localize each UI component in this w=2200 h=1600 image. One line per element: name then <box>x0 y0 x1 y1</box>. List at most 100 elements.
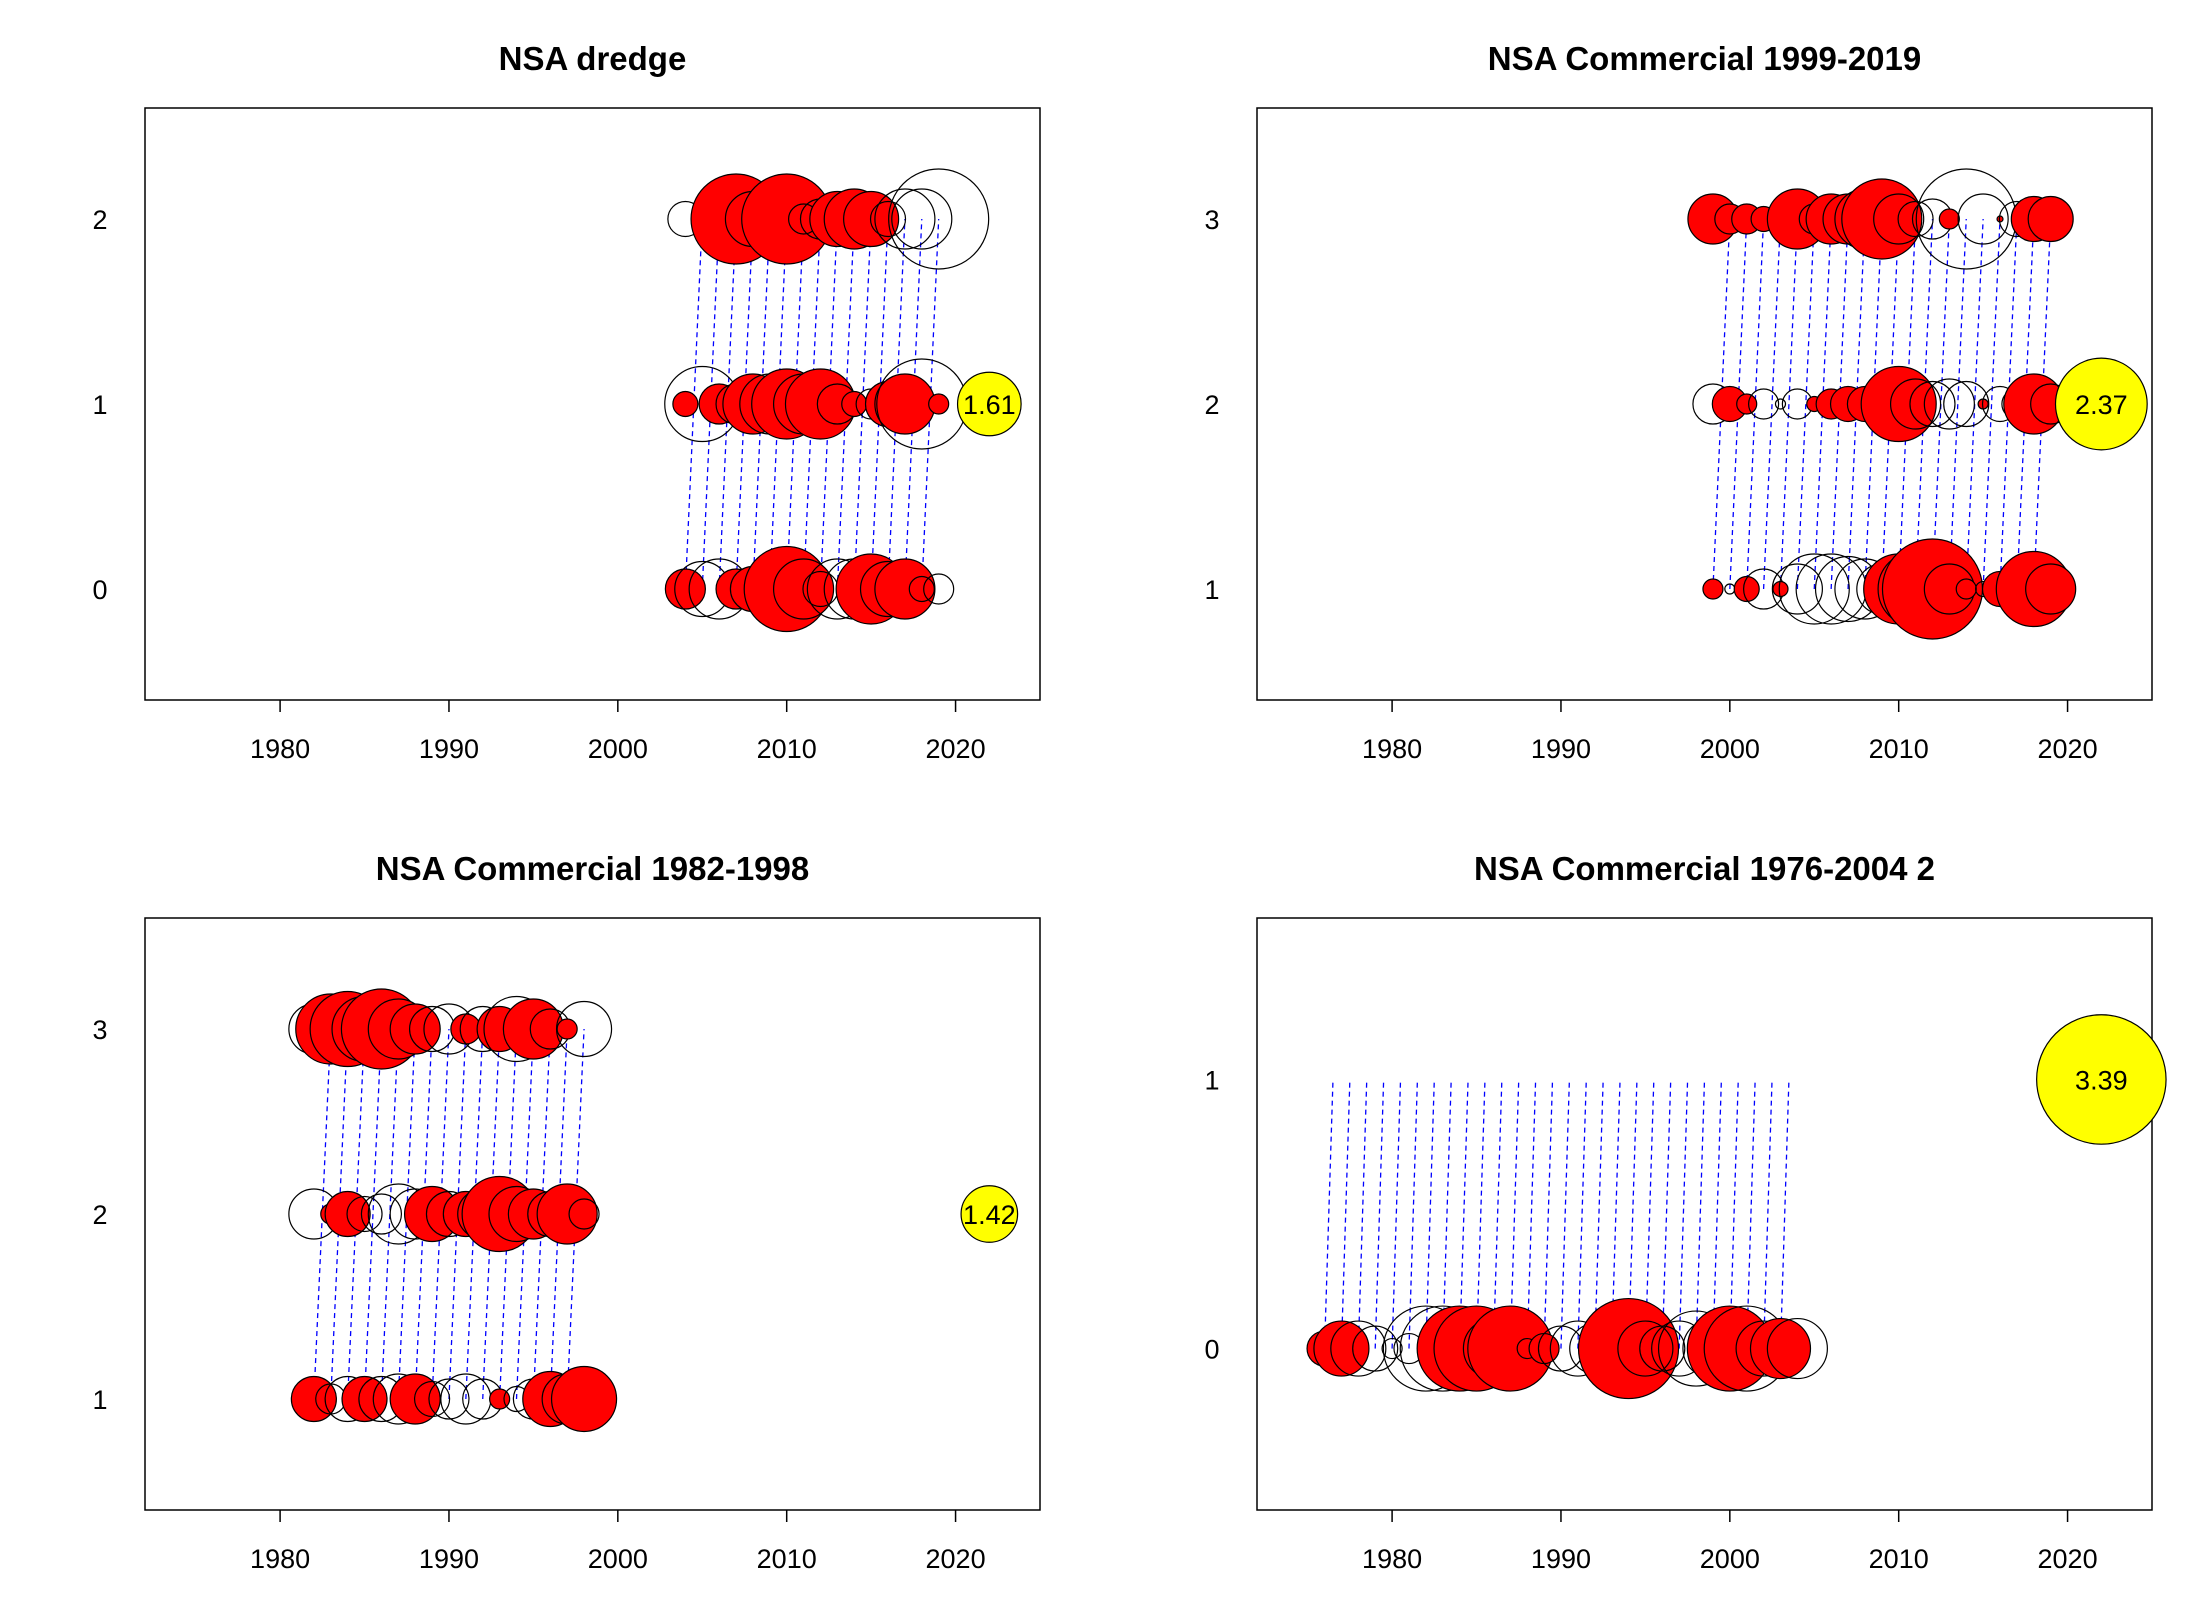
cohort-link-line <box>701 218 720 590</box>
residual-bubble-negative <box>1923 378 1975 430</box>
average-bubble <box>2036 1014 2167 1145</box>
cohort-link-line <box>515 1028 535 1400</box>
panel-title: NSA Commercial 1999-2019 <box>1488 40 1922 77</box>
cohort-link-line <box>380 1028 399 1400</box>
plot-frame <box>144 917 1041 1511</box>
cohort-link-line <box>786 218 805 590</box>
residual-bubble-positive <box>664 568 706 610</box>
x-tick-label: 1990 <box>419 1544 479 1574</box>
residual-bubble-positive <box>290 1375 337 1423</box>
cohort-link-line <box>802 218 822 590</box>
panel-2: NSA Commercial 1999-2019 1980 1990 2000 2010… <box>1204 40 2153 764</box>
cohort-link-line <box>2016 218 2035 590</box>
residual-bubble-positive <box>928 393 950 415</box>
cohort-link-line <box>853 218 872 590</box>
residual-bubble-negative <box>555 1000 613 1058</box>
residual-bubble-positive <box>536 1183 598 1245</box>
cohort-link-line <box>2033 218 2052 590</box>
residual-bubble-negative <box>1771 563 1823 615</box>
cohort-link-line <box>1864 218 1883 590</box>
residual-bubble-positive <box>1860 365 1937 443</box>
y-tick-label: 1 <box>92 390 107 420</box>
residual-bubble-negative <box>568 1198 600 1230</box>
cohort-link-line <box>363 1028 383 1400</box>
residual-bubble-positive <box>841 390 868 418</box>
residual-bubble-negative <box>923 573 955 605</box>
residual-bubble-negative <box>891 188 953 250</box>
y-tick-label: 3 <box>1204 205 1219 235</box>
residual-bubble-positive <box>772 558 835 620</box>
x-tick-label: 2020 <box>926 1544 986 1574</box>
x-tick-label: 2000 <box>1700 734 1760 764</box>
panel-title: NSA Commercial 1982-1998 <box>376 850 810 887</box>
x-tick-label: 1980 <box>250 1544 310 1574</box>
x-tick-label: 1990 <box>1531 734 1591 764</box>
cohort-link-line <box>1560 1079 1571 1349</box>
panel-4: NSA Commercial 1976-2004 2 1980 1990 2000 20… <box>1204 850 2167 1574</box>
x-tick-label: 2000 <box>588 1544 648 1574</box>
cohort-link-line <box>1914 218 1934 590</box>
x-tick-label: 2020 <box>2038 1544 2098 1574</box>
cohort-link-line <box>414 1028 433 1400</box>
average-bubble-label: 2.37 <box>2075 390 2128 420</box>
residual-bubble-positive <box>1702 578 1724 600</box>
cohort-link-line <box>1830 218 1849 590</box>
x-tick-label: 2010 <box>1869 734 1929 764</box>
cohort-link-line <box>397 1028 416 1400</box>
cohort-link-line <box>921 218 940 590</box>
cohort-link-line <box>887 218 906 590</box>
cohort-link-line <box>465 1028 484 1400</box>
panel-3: NSA Commercial 1982-1998 1980 1990 2000 2010… <box>92 850 1041 1574</box>
residual-bubble-positive <box>2003 373 2065 435</box>
residual-bubble-positive <box>1841 178 1923 260</box>
cohort-link-line <box>1746 1079 1756 1349</box>
residual-bubble-negative <box>1330 1320 1387 1377</box>
average-bubble <box>960 1185 1019 1243</box>
residual-bubble-positive <box>1955 578 1977 600</box>
y-tick-label: 0 <box>92 575 107 605</box>
residual-bubble-negative <box>413 1380 451 1418</box>
x-tick-label: 1980 <box>1362 734 1422 764</box>
x-tick-label: 2000 <box>1700 1544 1760 1574</box>
cohort-link-line <box>1762 1079 1773 1349</box>
y-tick-label: 3 <box>92 1015 107 1045</box>
residual-bubble-positive <box>389 1373 441 1425</box>
cohort-link-line <box>1931 218 1951 590</box>
cohort-link-line <box>1323 1079 1334 1349</box>
cohort-link-line <box>313 1028 332 1400</box>
cohort-link-line <box>431 1028 450 1400</box>
residual-bubble-positive <box>1749 1317 1812 1380</box>
residual-bubble-negative <box>1957 193 2009 245</box>
cohort-link-line <box>684 218 703 590</box>
residual-bubble-negative <box>1748 388 1780 420</box>
cohort-link-line <box>1729 218 1748 590</box>
cohort-link-line <box>1678 1079 1689 1349</box>
panel-title: NSA Commercial 1976-2004 2 <box>1474 850 1935 887</box>
y-tick-label: 1 <box>1204 575 1219 605</box>
cohort-link-line <box>1577 1079 1587 1349</box>
cohort-link-line <box>1357 1079 1368 1349</box>
average-bubble-label: 1.42 <box>963 1200 1016 1230</box>
residual-bubble-positive <box>1528 1332 1560 1365</box>
x-tick-label: 1980 <box>250 734 310 764</box>
residual-bubble-negative <box>346 1195 383 1233</box>
cohort-link-line <box>330 1028 349 1400</box>
cohort-link-line <box>904 218 923 590</box>
cohort-link-line <box>346 1028 366 1400</box>
cohort-link-line <box>769 218 788 590</box>
residual-bubble-positive <box>874 373 936 435</box>
residual-bubble-positive <box>1733 575 1760 603</box>
cohort-link-line <box>870 218 889 590</box>
residual-bubble-negative <box>869 200 907 238</box>
residual-bubble-negative <box>1352 1325 1399 1372</box>
residual-bubble-negative <box>1943 380 1990 428</box>
residual-bubble-positive <box>556 1018 578 1040</box>
x-tick-label: 2020 <box>2038 734 2098 764</box>
panel-title: NSA dredge <box>499 40 687 77</box>
residual-bubble-positive <box>1313 1320 1370 1377</box>
plot-frame <box>1256 107 2153 701</box>
cohort-link-line <box>1526 1079 1537 1349</box>
cohort-link-line <box>1999 218 2018 590</box>
plot-frame <box>144 107 1041 701</box>
average-bubble <box>2054 357 2148 451</box>
